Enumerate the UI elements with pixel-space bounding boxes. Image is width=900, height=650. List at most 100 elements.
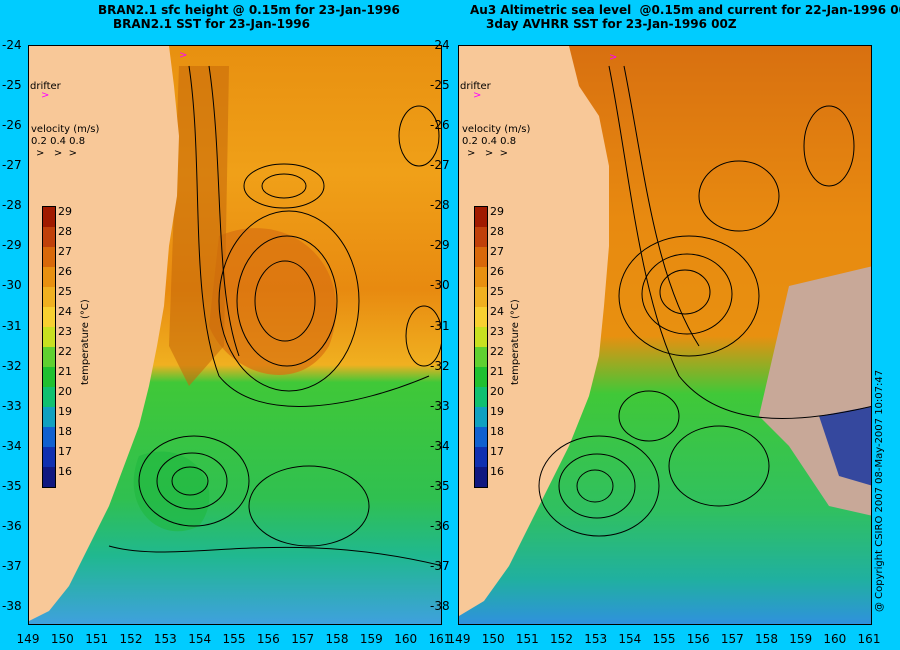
left-land — [29, 46, 179, 621]
y-tick-label: -31 — [430, 318, 450, 333]
x-tick-label: 154 — [188, 632, 212, 646]
x-tick-label: 155 — [222, 632, 246, 646]
y-tick-label: -30 — [2, 278, 22, 293]
x-tick-label: 158 — [755, 632, 778, 646]
left-velocity-arrows: > > > — [36, 148, 78, 159]
y-tick-label: -24 — [2, 38, 22, 52]
right-land — [459, 46, 609, 616]
colorbar-segment — [475, 407, 487, 427]
y-tick-label: -38 — [430, 599, 450, 613]
colorbar-tick-label: 27 — [490, 245, 504, 258]
y-tick-label: -29 — [2, 238, 22, 253]
right-title-line2: 3day AVHRR SST for 23-Jan-1996 00Z — [486, 17, 737, 31]
left-drifter-marker: > — [41, 90, 49, 101]
y-tick-label: -25 — [430, 78, 450, 93]
colorbar-segment — [43, 427, 55, 447]
colorbar-tick-label: 22 — [490, 345, 504, 358]
y-tick-label: -36 — [430, 518, 450, 533]
y-tick-label: -38 — [2, 599, 22, 613]
colorbar-tick-label: 19 — [490, 405, 504, 418]
y-tick-label: -30 — [430, 278, 450, 293]
y-tick-label: -26 — [2, 118, 22, 133]
right-contours — [538, 65, 871, 537]
x-tick-label: 160 — [823, 632, 847, 646]
x-tick-label: 154 — [618, 632, 642, 646]
colorbar-segment — [475, 307, 487, 327]
colorbar-segment — [475, 327, 487, 347]
colorbar-tick-label: 25 — [490, 285, 504, 298]
colorbar-tick-label: 18 — [58, 425, 72, 438]
colorbar-segment — [43, 347, 55, 367]
left-velocity-scale: 0.2 0.4 0.8 — [31, 136, 86, 147]
right-velocity-label: velocity (m/s) — [462, 124, 531, 135]
copyright-text: @ Copyright CSIRO 2007 08-May-2007 10:07… — [874, 369, 885, 612]
x-tick-label: 158 — [325, 632, 349, 646]
y-tick-label: -35 — [2, 478, 22, 493]
colorbar-tick-label: 18 — [490, 425, 504, 438]
x-tick-label: 155 — [652, 632, 676, 646]
x-tick-label: 157 — [720, 632, 744, 646]
right-title-line1: Au3 Altimetric sea level @0.15m and curr… — [470, 3, 900, 17]
y-tick-label: -32 — [430, 358, 450, 373]
x-tick-label: 150 — [50, 632, 74, 646]
x-tick-label: 149 — [447, 632, 471, 646]
x-tick-label: 149 — [16, 632, 40, 646]
right-drifter-marker: > — [473, 90, 481, 101]
right-velocity-scale: 0.2 0.4 0.8 — [462, 136, 517, 147]
colorbar-segment — [475, 387, 487, 407]
colorbar-tick-label: 19 — [58, 405, 72, 418]
right-map-panel: > > — [458, 45, 872, 625]
x-tick-label: 159 — [359, 632, 383, 646]
colorbar-segment — [43, 307, 55, 327]
right-colorbar-title: temperature (°C) — [510, 299, 521, 385]
right-colorbar — [474, 206, 488, 488]
colorbar-segment — [475, 367, 487, 387]
y-tick-label: -27 — [430, 158, 450, 173]
x-tick-label: 156 — [686, 632, 710, 646]
left-drifter-label: drifter — [30, 81, 61, 92]
y-tick-label: -36 — [2, 518, 22, 533]
x-tick-label: 159 — [789, 632, 813, 646]
colorbar-segment — [475, 227, 487, 247]
colorbar-tick-label: 20 — [58, 385, 72, 398]
x-tick-label: 157 — [291, 632, 315, 646]
right-cold-patch — [819, 406, 871, 486]
y-tick-label: -33 — [430, 398, 450, 413]
y-tick-label: -28 — [430, 198, 450, 213]
x-tick-label: 153 — [584, 632, 608, 646]
colorbar-tick-label: 26 — [58, 265, 72, 278]
y-tick-label: -32 — [2, 358, 22, 373]
x-tick-label: 152 — [550, 632, 573, 646]
colorbar-segment — [43, 467, 55, 487]
right-drifter-label: drifter — [460, 81, 491, 92]
colorbar-segment — [475, 207, 487, 227]
left-drifter-marker-top: > — [179, 50, 187, 61]
colorbar-segment — [475, 267, 487, 287]
colorbar-segment — [475, 467, 487, 487]
colorbar-tick-label: 21 — [58, 365, 72, 378]
right-drifter-marker-top: > — [609, 52, 617, 63]
x-tick-label: 161 — [857, 632, 881, 646]
y-tick-label: -31 — [2, 318, 22, 333]
colorbar-tick-label: 17 — [58, 445, 72, 458]
y-tick-label: -37 — [430, 558, 450, 573]
colorbar-tick-label: 27 — [58, 245, 72, 258]
y-tick-label: -29 — [430, 238, 450, 253]
colorbar-segment — [43, 327, 55, 347]
colorbar-tick-label: 16 — [58, 465, 72, 478]
left-title-line2: BRAN2.1 SST for 23-Jan-1996 — [113, 17, 310, 31]
colorbar-segment — [475, 347, 487, 367]
x-tick-label: 153 — [153, 632, 177, 646]
colorbar-segment — [475, 427, 487, 447]
colorbar-tick-label: 29 — [490, 205, 504, 218]
colorbar-segment — [475, 447, 487, 467]
colorbar-segment — [43, 247, 55, 267]
left-contours — [108, 65, 441, 567]
colorbar-tick-label: 20 — [490, 385, 504, 398]
colorbar-tick-label: 24 — [58, 305, 72, 318]
left-colorbar-title: temperature (°C) — [80, 299, 91, 385]
y-tick-label: -28 — [2, 198, 22, 213]
y-tick-label: -25 — [2, 78, 22, 93]
right-velocity-arrows: > > > — [467, 148, 509, 159]
colorbar-tick-label: 24 — [490, 305, 504, 318]
